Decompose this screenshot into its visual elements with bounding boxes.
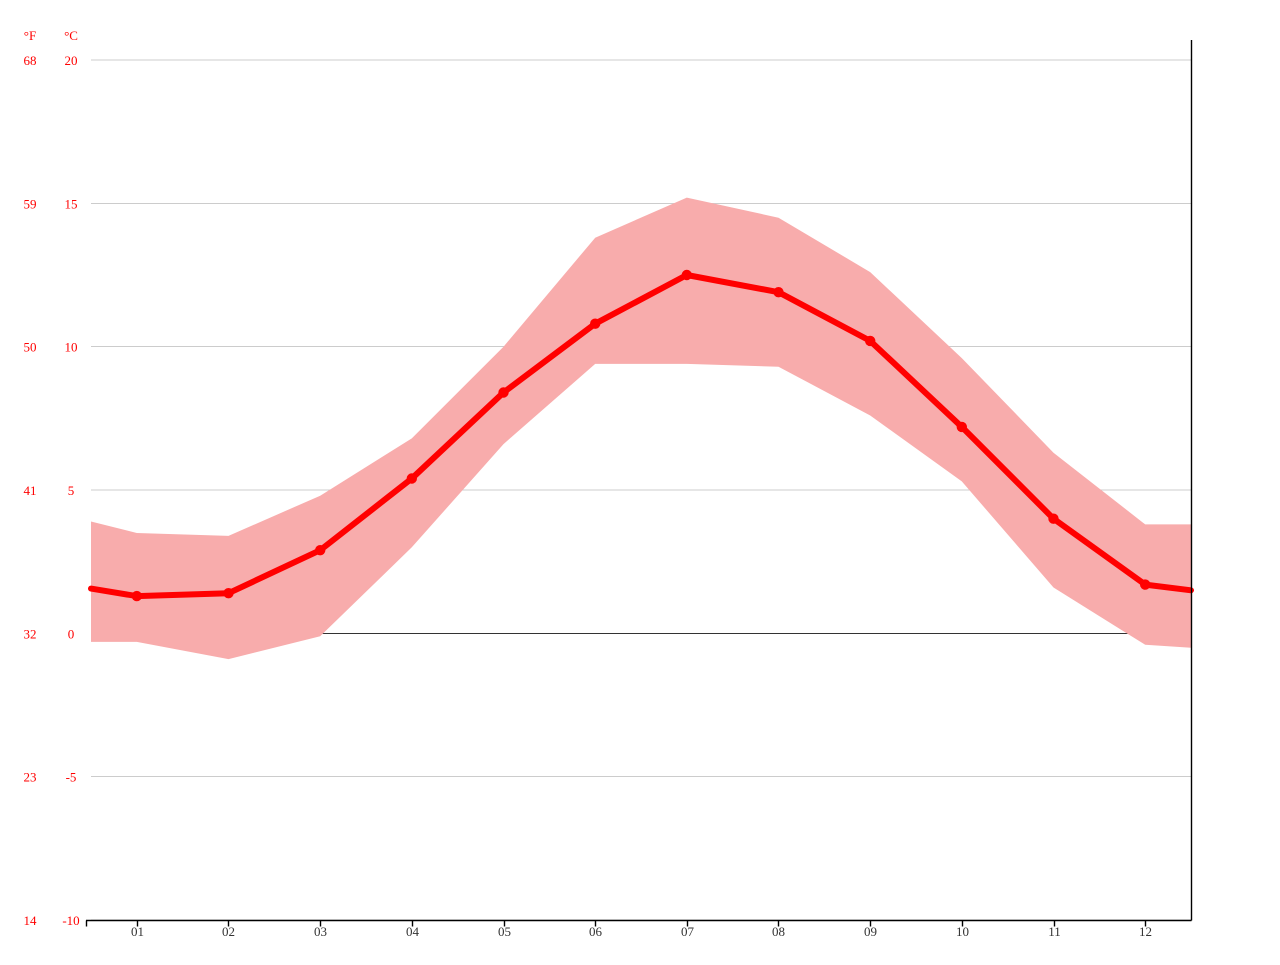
svg-text:59: 59 — [24, 196, 37, 211]
svg-text:23: 23 — [24, 770, 37, 785]
svg-text:10: 10 — [65, 340, 78, 355]
svg-text:07: 07 — [681, 924, 695, 939]
svg-text:°F: °F — [24, 28, 36, 43]
svg-text:02: 02 — [222, 924, 235, 939]
svg-text:04: 04 — [406, 924, 420, 939]
svg-text:50: 50 — [24, 340, 37, 355]
svg-text:12: 12 — [1139, 924, 1152, 939]
svg-text:03: 03 — [314, 924, 327, 939]
svg-text:11: 11 — [1048, 924, 1061, 939]
svg-text:06: 06 — [589, 924, 603, 939]
svg-text:-5: -5 — [66, 770, 77, 785]
svg-text:32: 32 — [24, 626, 37, 641]
svg-text:20: 20 — [65, 53, 78, 68]
svg-text:°C: °C — [64, 28, 78, 43]
svg-text:10: 10 — [956, 924, 969, 939]
svg-text:14: 14 — [24, 913, 38, 928]
svg-text:-10: -10 — [62, 913, 79, 928]
svg-text:41: 41 — [24, 483, 37, 498]
svg-text:08: 08 — [772, 924, 785, 939]
svg-text:15: 15 — [65, 196, 78, 211]
svg-text:05: 05 — [498, 924, 511, 939]
svg-text:0: 0 — [68, 626, 75, 641]
svg-text:68: 68 — [24, 53, 37, 68]
svg-text:5: 5 — [68, 483, 75, 498]
svg-text:01: 01 — [131, 924, 144, 939]
svg-text:09: 09 — [864, 924, 877, 939]
